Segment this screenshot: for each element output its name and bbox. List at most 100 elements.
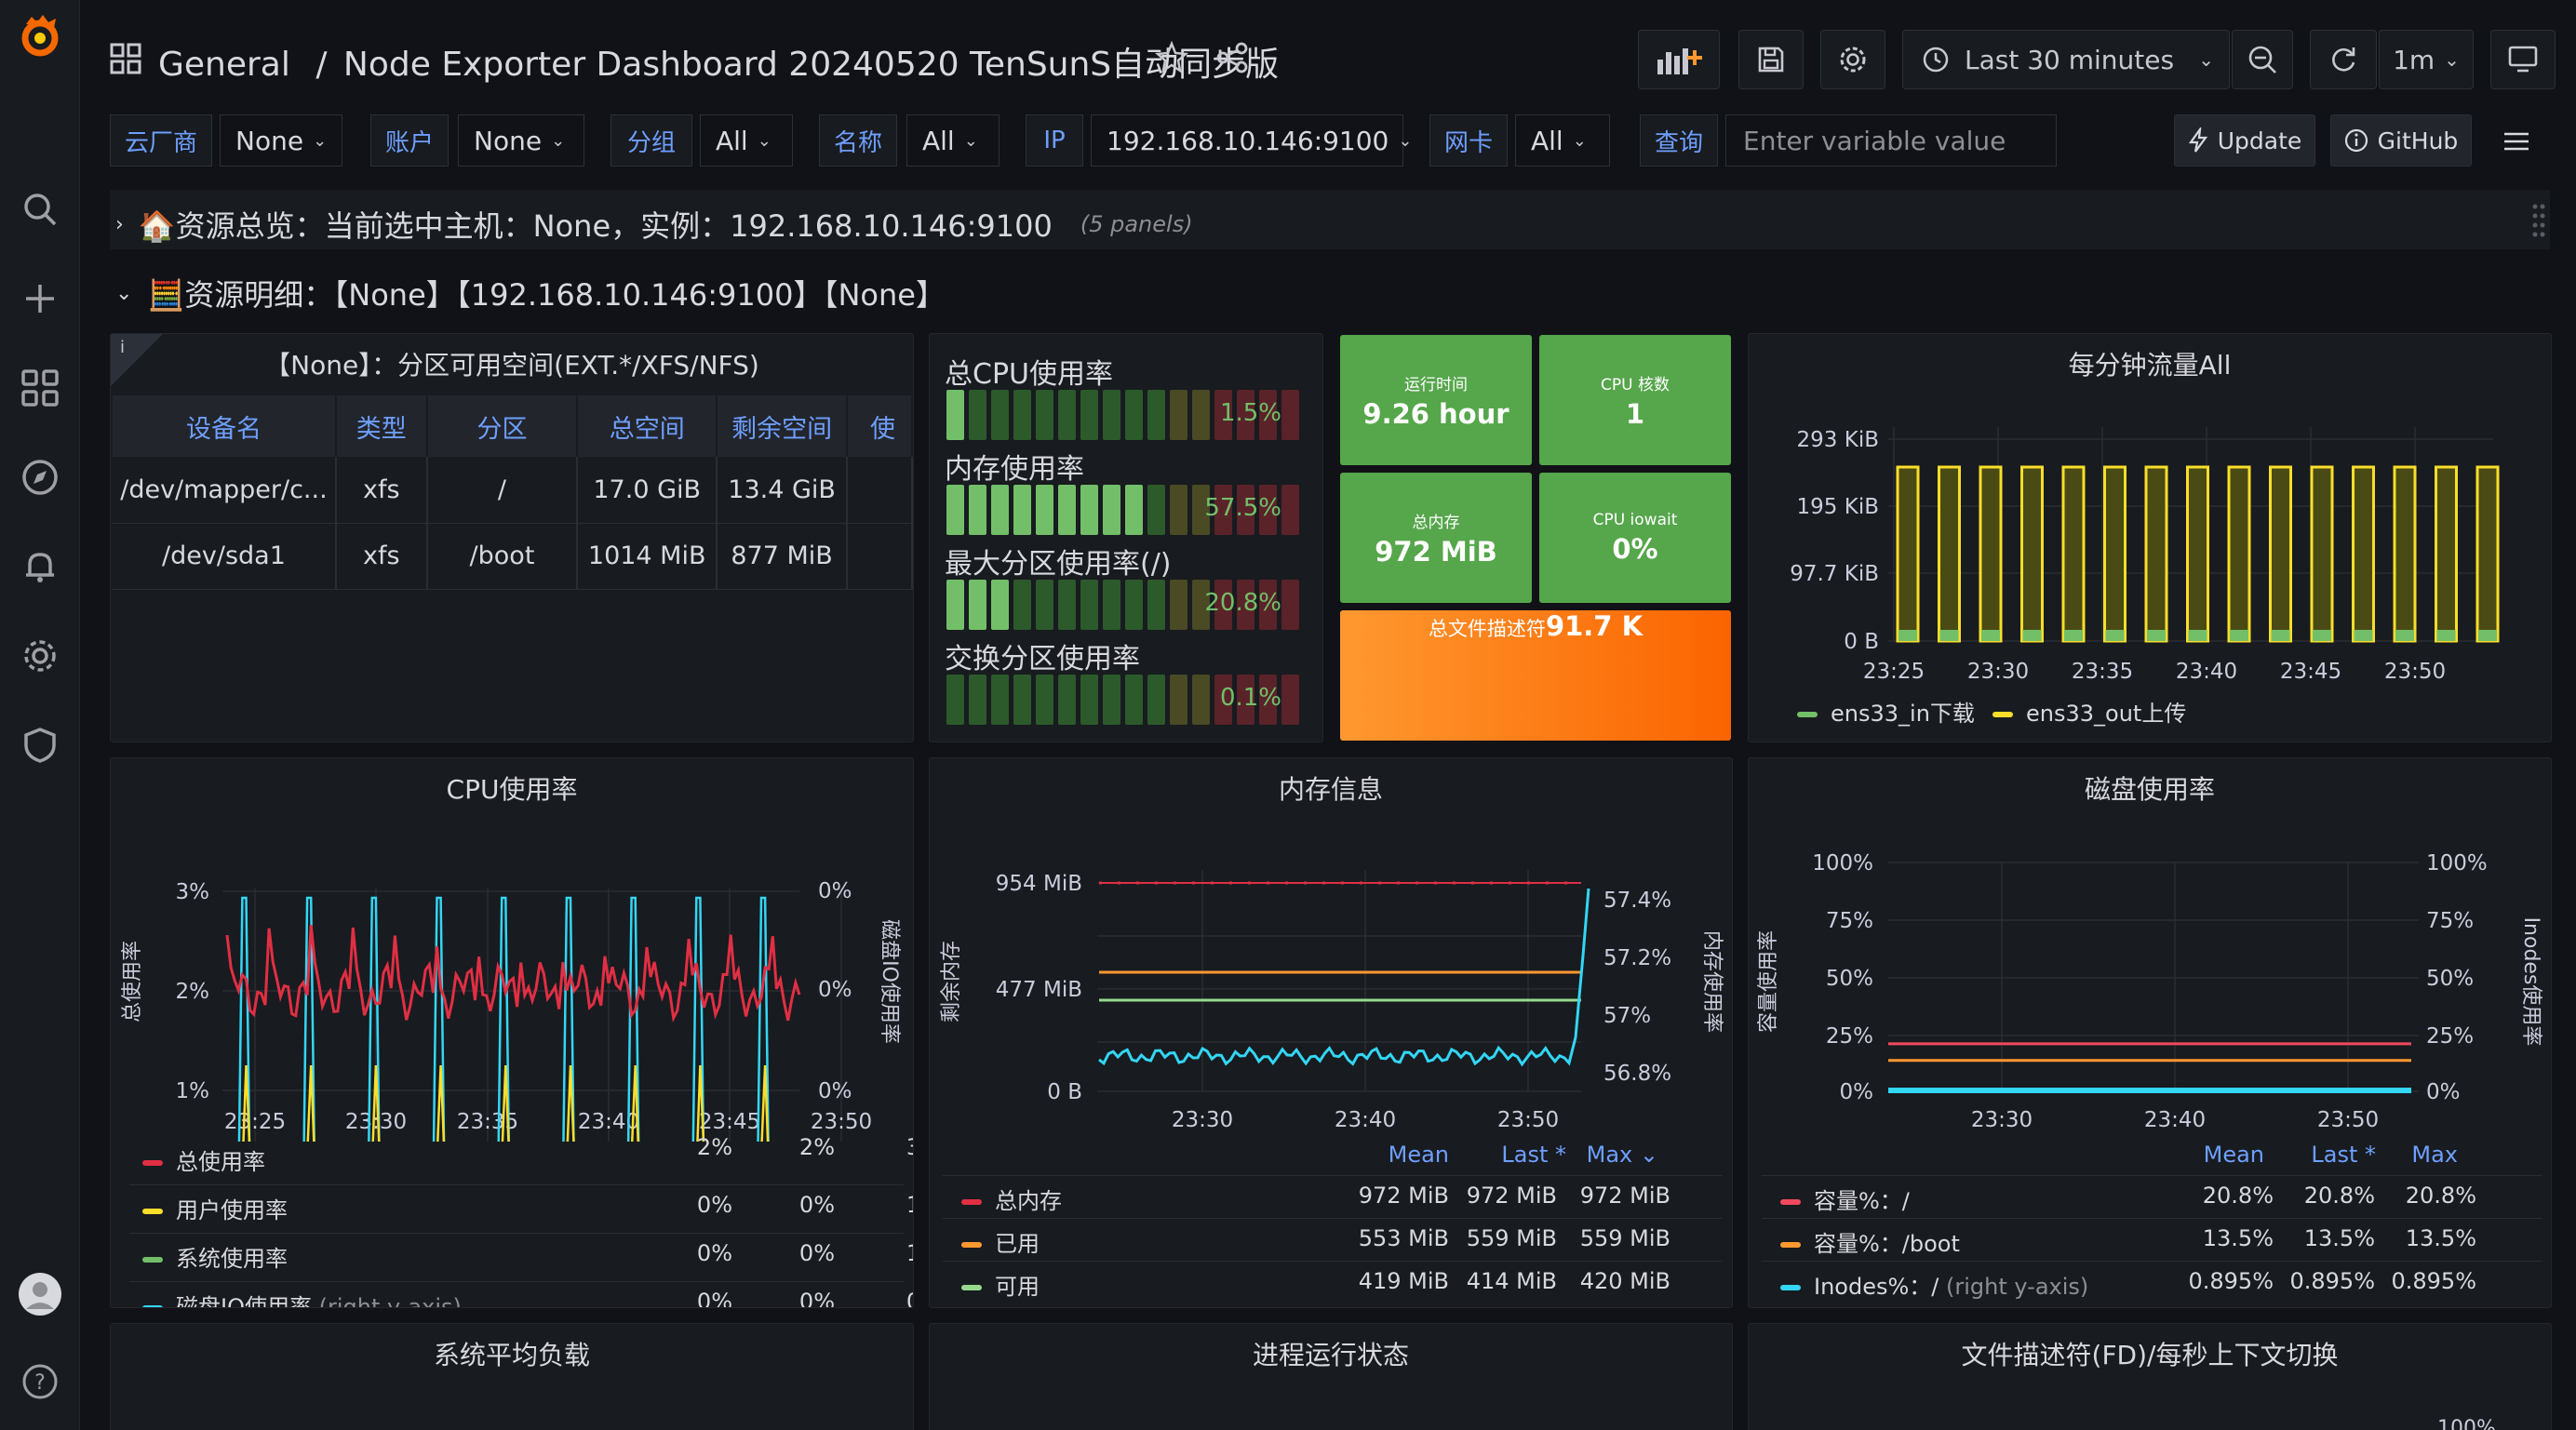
gauge-cell [991, 390, 1009, 440]
y-axis-tick: 0 B [1047, 1080, 1082, 1104]
column-header[interactable]: 分区 [426, 395, 579, 457]
refresh-button[interactable] [2310, 30, 2377, 89]
legend-item[interactable]: 用户使用率 [142, 1192, 288, 1224]
gauge-cell [1080, 675, 1098, 725]
help-icon[interactable]: ? [17, 1358, 63, 1405]
gauge-cell [1125, 675, 1143, 725]
bell-alerting-icon[interactable] [17, 543, 63, 590]
legend-column-header[interactable]: Max [2411, 1142, 2458, 1168]
stat-total-memory[interactable]: 总内存 972 MiB [1340, 473, 1532, 603]
traffic-bar-in [2105, 630, 2125, 641]
column-header[interactable]: 剩余空间 [717, 395, 849, 457]
row-detail[interactable]: ⌄ 🧮资源明细：【None】【192.168.10.146:9100】【None… [115, 272, 946, 314]
var-select-account[interactable]: None ⌄ [458, 114, 584, 167]
traffic-chart[interactable]: 293 KiB 195 KiB 97.7 KiB 0 B 23:25 23:30 23:35… [1749, 334, 2552, 742]
legend-item[interactable]: 容量%：/ [1780, 1183, 1910, 1215]
chevron-down-icon: ⌄ [1572, 130, 1587, 151]
save-dashboard-button[interactable] [1738, 30, 1804, 89]
add-panel-button[interactable] [1638, 30, 1720, 89]
traffic-bar-out [2186, 465, 2209, 643]
legend-item[interactable]: 可用 [961, 1268, 1040, 1301]
legend-item[interactable]: 系统使用率 [142, 1240, 288, 1273]
var-select-cloud[interactable]: None ⌄ [220, 114, 342, 167]
x-axis-tick: 23:35 [2072, 660, 2133, 684]
y-axis-right-tick: 100% [2426, 851, 2488, 875]
gauge-cell [946, 485, 964, 535]
breadcrumb-folder[interactable]: General [158, 46, 290, 84]
legend-item[interactable]: ens33_in下载 [1797, 695, 1975, 728]
zoom-out-button[interactable] [2232, 30, 2293, 89]
legend-column-header[interactable]: Last * [2311, 1142, 2376, 1168]
gear-icon[interactable] [17, 633, 63, 679]
column-header[interactable]: 使 [847, 395, 913, 457]
column-header[interactable]: 设备名 [113, 395, 337, 457]
time-range-picker[interactable]: Last 30 minutes ⌄ [1902, 30, 2230, 89]
legend-column-header[interactable]: Last * [1501, 1142, 1566, 1168]
disk-usage-chart[interactable]: 100% 75% 50% 25% 0% 100% 75% 50% 25% 0% 23:30 23:40… [1749, 758, 2552, 1142]
var-select-group[interactable]: All ⌄ [700, 114, 793, 167]
stat-uptime[interactable]: 运行时间 9.26 hour [1340, 335, 1532, 465]
search-icon[interactable] [17, 186, 63, 233]
stat-cpu-cores[interactable]: CPU 核数 1 [1539, 335, 1731, 465]
stat-file-descriptors[interactable]: 总文件描述符 91.7 K [1340, 610, 1731, 741]
column-header[interactable]: 类型 [335, 395, 428, 457]
gauge-cells [946, 675, 1299, 725]
column-header[interactable]: 总空间 [577, 395, 718, 457]
update-link-button[interactable]: Update [2174, 114, 2315, 167]
gauge-cell [1281, 580, 1299, 630]
dashboards-grid-icon[interactable] [17, 365, 63, 411]
github-link-button[interactable]: GitHub [2330, 114, 2472, 167]
x-axis-tick: 23:40 [2176, 660, 2237, 684]
legend-column-header[interactable]: Mean [2203, 1142, 2264, 1168]
legend-item[interactable]: 总内存 [961, 1183, 1062, 1215]
disk-space-table-panel: i 【None】：分区可用空间(EXT.*/XFS/NFS) 设备名 类型 分区… [110, 333, 914, 742]
plus-icon[interactable] [17, 275, 63, 322]
legend-item[interactable]: 容量%：/boot [1780, 1225, 1960, 1258]
shield-icon[interactable] [17, 722, 63, 768]
dashboard-title[interactable]: Node Exporter Dashboard 20240520 TenSunS… [342, 46, 1280, 84]
breadcrumb: General / Node Exporter Dashboard 202405… [158, 37, 1279, 86]
var-select-name[interactable]: All ⌄ [906, 114, 1000, 167]
x-axis-tick: 23:50 [1497, 1108, 1559, 1132]
traffic-bar-in [2354, 630, 2373, 641]
menu-icon[interactable] [2490, 121, 2542, 162]
legend-value: 972 MiB [1466, 1183, 1557, 1209]
legend-swatch [1797, 712, 1818, 717]
query-input[interactable]: Enter variable value [1725, 114, 2057, 167]
usage-bargauge-panel: 总CPU使用率 1.5% 内存使用率 57.5% 最大分区使用率(/) 20.8… [929, 333, 1323, 742]
dashboard-settings-button[interactable] [1820, 30, 1885, 89]
compass-explore-icon[interactable] [17, 454, 63, 501]
var-select-ip[interactable]: 192.168.10.146:9100 ⌄ [1091, 114, 1412, 167]
legend-value: 1% [906, 1192, 913, 1218]
drag-handle-icon[interactable] [2531, 201, 2546, 242]
memory-chart[interactable]: 954 MiB 477 MiB 0 B 57.4% 57.2% 57% 56.8% 23:30… [930, 758, 1733, 1142]
legend-column-header[interactable]: Max ⌄ [1586, 1142, 1658, 1168]
legend-item[interactable]: ens33_out上传 [1992, 695, 2186, 728]
legend-column-header[interactable]: Mean [1388, 1142, 1449, 1168]
gauge-cell [1170, 485, 1187, 535]
gauge-cell [1036, 390, 1053, 440]
legend-item[interactable]: 总使用率 [142, 1143, 265, 1176]
legend-swatch [142, 1160, 163, 1166]
row-overview[interactable]: › 🏠资源总览：当前选中主机：None，实例：192.168.10.146:91… [110, 190, 2550, 249]
info-corner[interactable] [111, 334, 163, 386]
tv-mode-button[interactable] [2490, 30, 2556, 89]
share-icon[interactable] [1215, 41, 1249, 78]
traffic-bar-out [2020, 465, 2044, 643]
cpu-chart[interactable]: 3%2%1%0%0%0%0%23:2523:3023:3523:4023:452… [111, 758, 914, 1142]
y-axis-tick: 50% [1826, 967, 1873, 991]
refresh-interval-picker[interactable]: 1m ⌄ [2379, 30, 2474, 89]
grafana-logo-icon[interactable] [17, 13, 63, 60]
legend-item[interactable]: Inodes%：/ (right y-axis) [1780, 1268, 2088, 1301]
bolt-icon [2188, 127, 2207, 153]
legend-item[interactable]: 磁盘IO使用率 (right y-axis) [142, 1289, 462, 1307]
legend-item[interactable]: 已用 [961, 1225, 1040, 1258]
var-value: None [474, 125, 543, 156]
star-icon[interactable] [1154, 40, 1189, 78]
var-select-nic[interactable]: All ⌄ [1515, 114, 1610, 167]
traffic-bar-in [2064, 630, 2083, 641]
info-icon[interactable]: i [120, 338, 126, 357]
stat-cpu-iowait[interactable]: CPU iowait 0% [1539, 473, 1731, 603]
legend-label: 容量%：/ [1814, 1188, 1910, 1214]
avatar[interactable] [17, 1271, 63, 1317]
